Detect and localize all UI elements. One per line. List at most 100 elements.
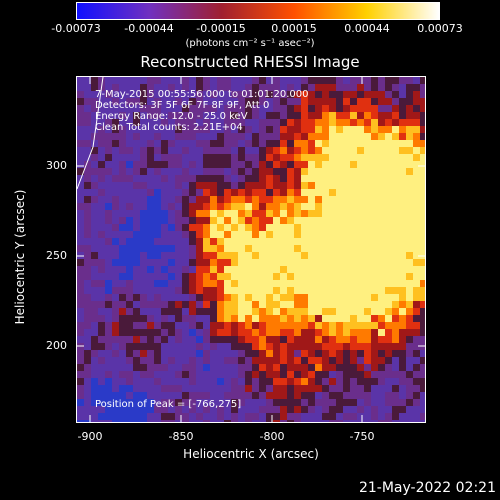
heatmap-cell (343, 357, 350, 364)
heatmap-cell (406, 203, 413, 210)
heatmap-cell (315, 175, 322, 182)
heatmap-cell (196, 406, 203, 413)
heatmap-cell (210, 378, 217, 385)
heatmap-cell (420, 238, 425, 245)
heatmap-cell (84, 140, 91, 147)
heatmap-cell (245, 203, 252, 210)
heatmap-cell (252, 77, 259, 84)
colorbar-tick: 0.00015 (271, 22, 317, 35)
heatmap-cell (168, 154, 175, 161)
heatmap-cell (308, 287, 315, 294)
heatmap-cell (336, 252, 343, 259)
heatmap-cell (322, 392, 329, 399)
heatmap-cell (147, 266, 154, 273)
heatmap-cell (343, 189, 350, 196)
heatmap-cell (196, 175, 203, 182)
heatmap-cell (238, 217, 245, 224)
heatmap-cell (420, 168, 425, 175)
heatmap-cell (273, 126, 280, 133)
heatmap-cell (161, 140, 168, 147)
heatmap-cell (77, 413, 84, 420)
heatmap-cell (91, 245, 98, 252)
heatmap-cell (413, 168, 420, 175)
heatmap-cell (91, 147, 98, 154)
heatmap-cell (294, 364, 301, 371)
heatmap-cell (119, 105, 126, 112)
heatmap-cell (245, 168, 252, 175)
heatmap-cell (98, 105, 105, 112)
heatmap-cell (210, 161, 217, 168)
heatmap-cell (399, 378, 406, 385)
heatmap-cell (252, 161, 259, 168)
heatmap-cell (301, 147, 308, 154)
heatmap-cell (364, 210, 371, 217)
heatmap-cell (112, 217, 119, 224)
heatmap-cell (196, 266, 203, 273)
heatmap-cell (182, 112, 189, 119)
heatmap-cell (98, 385, 105, 392)
heatmap-cell (154, 189, 161, 196)
heatmap-cell (294, 252, 301, 259)
heatmap-cell (392, 105, 399, 112)
heatmap-cell (196, 231, 203, 238)
heatmap-cell (392, 301, 399, 308)
heatmap-cell (406, 175, 413, 182)
heatmap-cell (105, 133, 112, 140)
heatmap-cell (203, 189, 210, 196)
heatmap-cell (238, 238, 245, 245)
heatmap-cell (119, 154, 126, 161)
heatmap-cell (406, 112, 413, 119)
heatmap-cell (266, 119, 273, 126)
heatmap-cell (392, 399, 399, 406)
heatmap-cell (357, 371, 364, 378)
heatmap-cell (315, 420, 322, 422)
heatmap-cell (413, 133, 420, 140)
heatmap-cell (287, 252, 294, 259)
heatmap-cell (182, 357, 189, 364)
heatmap-cell (287, 259, 294, 266)
heatmap-cell (112, 91, 119, 98)
heatmap-cell (168, 294, 175, 301)
heatmap-cell (301, 84, 308, 91)
heatmap-cell (77, 154, 84, 161)
heatmap-cell (112, 154, 119, 161)
image-plot[interactable]: 7-May-2015 00:55:56.000 to 01:01:20.000 … (76, 76, 426, 423)
heatmap-cell (287, 161, 294, 168)
heatmap-cell (343, 77, 350, 84)
heatmap-cell (196, 364, 203, 371)
heatmap-cell (210, 280, 217, 287)
heatmap-cell (399, 77, 406, 84)
heatmap-cell (224, 294, 231, 301)
heatmap-cell (329, 259, 336, 266)
heatmap-cell (238, 84, 245, 91)
heatmap-cell (231, 413, 238, 420)
heatmap-cell (245, 210, 252, 217)
heatmap-cell (189, 119, 196, 126)
heatmap-cell (238, 301, 245, 308)
heatmap-cell (385, 126, 392, 133)
heatmap-cell (98, 280, 105, 287)
heatmap-cell (252, 147, 259, 154)
heatmap-cell (294, 266, 301, 273)
heatmap-cell (273, 399, 280, 406)
heatmap-cell (322, 280, 329, 287)
heatmap-cell (371, 399, 378, 406)
heatmap-cell (119, 322, 126, 329)
heatmap-cell (182, 119, 189, 126)
heatmap-cell (329, 112, 336, 119)
heatmap-cell (231, 98, 238, 105)
heatmap-cell (203, 175, 210, 182)
heatmap-cell (315, 357, 322, 364)
heatmap-cell (105, 224, 112, 231)
heatmap-cell (322, 126, 329, 133)
heatmap-cell (259, 245, 266, 252)
heatmap-cell (168, 322, 175, 329)
heatmap-cell (140, 112, 147, 119)
heatmap-cell (266, 231, 273, 238)
heatmap-cell (231, 168, 238, 175)
heatmap-cell (77, 210, 84, 217)
heatmap-cell (343, 91, 350, 98)
heatmap-cell (392, 119, 399, 126)
heatmap-cell (210, 196, 217, 203)
heatmap-cell (385, 224, 392, 231)
